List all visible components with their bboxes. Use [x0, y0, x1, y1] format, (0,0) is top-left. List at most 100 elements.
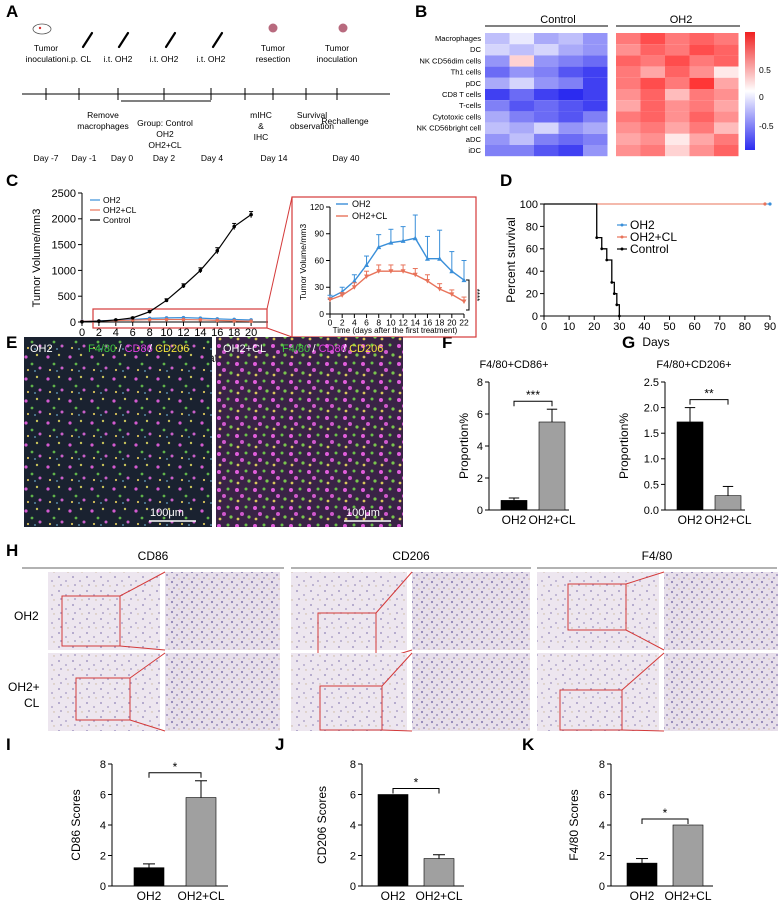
inset-series-line — [329, 270, 465, 303]
heatmap-cell — [485, 111, 510, 123]
heatmap-cell — [640, 33, 665, 45]
heatmap-cell — [714, 145, 739, 157]
heatmap-cell — [714, 55, 739, 67]
y-tick-label: 0 — [477, 505, 483, 517]
data-point — [449, 292, 455, 297]
x-tick-label: 8 — [147, 327, 153, 339]
heatmap-row-label: DC — [470, 45, 481, 54]
y-tick-label: 8 — [350, 759, 356, 771]
x-tick-label: 6 — [130, 327, 136, 339]
heatmap-cell — [485, 44, 510, 56]
heatmap-cell — [509, 133, 534, 145]
bar-oh2-cl — [423, 858, 455, 887]
heatmap-cell — [534, 89, 559, 101]
y-axis-title: Tumor Volume/mm3 — [31, 209, 43, 308]
data-point — [364, 262, 370, 267]
series-line-control — [81, 214, 252, 323]
ihc-overview-image — [291, 653, 407, 731]
y-axis-title: Percent survival — [504, 217, 518, 302]
timeline-day-label: Day -7 — [33, 153, 58, 163]
data-point — [461, 277, 467, 283]
y-tick-label: 120 — [310, 202, 324, 212]
x-tick-label: 20 — [245, 327, 257, 339]
y-tick-label: 4 — [477, 441, 483, 453]
y-tick-label: 40 — [526, 266, 538, 278]
heatmap-cell — [534, 100, 559, 112]
heatmap-panel: Control OH2 Macrophages DC NK CD56dim cells T… — [416, 14, 774, 157]
panel-label-g: G — [622, 333, 635, 352]
ihc-zoom-connector — [129, 719, 166, 732]
data-point — [610, 281, 614, 284]
heatmap-cell — [689, 111, 714, 123]
legend-label: OH2+CL — [352, 211, 387, 221]
y-tick-label: 2.5 — [644, 377, 659, 389]
x-tick-label: 80 — [739, 321, 751, 333]
y-tick-label: 0.0 — [644, 505, 659, 517]
timeline-day-label: Day 14 — [261, 153, 288, 163]
heatmap-cell — [558, 122, 583, 134]
significance-bracket — [392, 788, 440, 794]
category-label: OH2 — [502, 513, 527, 527]
y-tick-label: 100 — [520, 199, 538, 211]
data-point — [763, 202, 767, 206]
timeline-event-label: & — [258, 121, 264, 131]
significance-bracket — [148, 772, 202, 778]
heatmap-cell — [558, 111, 583, 123]
heatmap-cell — [640, 77, 665, 89]
heatmap-cell — [665, 89, 690, 101]
ihc-zoom-image — [412, 653, 530, 731]
significance-bracket — [641, 818, 689, 824]
data-point — [80, 319, 84, 324]
x-tick-label: 12 — [398, 318, 408, 328]
ihc-row-label: OH2+ — [8, 680, 40, 694]
ihc-zoom-connector — [621, 652, 665, 691]
y-tick-label: 4 — [350, 820, 356, 832]
ihc-zoom-connector — [381, 729, 413, 732]
data-point — [595, 236, 599, 240]
heatmap-cell — [640, 145, 665, 157]
heatmap-cell — [714, 89, 739, 101]
data-point — [388, 269, 394, 274]
ihc-column-title: F4/80 — [642, 549, 673, 563]
heatmap-cell — [616, 122, 641, 134]
heatmap-cell — [485, 122, 510, 134]
data-point — [147, 309, 152, 314]
data-point — [424, 279, 430, 284]
heatmap-cell — [509, 100, 534, 112]
heatmap-cell — [616, 100, 641, 112]
timeline-event-label: i.t. OH2 — [197, 54, 226, 64]
heatmap-cell — [583, 89, 608, 101]
y-axis-title: CD86 Scores — [69, 789, 83, 860]
heatmap-cell — [509, 55, 534, 67]
heatmap-cell — [640, 133, 665, 145]
mif-label: OH2+CL — [223, 343, 266, 355]
y-tick-label: 2 — [477, 473, 483, 485]
y-tick-label: 1000 — [52, 265, 76, 277]
y-tick-label: 2 — [350, 850, 356, 862]
timeline-event-label: Tumor — [261, 43, 285, 53]
panel-label-i: I — [6, 735, 11, 754]
timeline-event-label: OH2 — [156, 129, 174, 139]
panel-label-k: K — [522, 735, 535, 754]
panel-label-c: C — [6, 171, 18, 190]
heatmap-cell — [665, 44, 690, 56]
heatmap-row-label: Macrophages — [435, 34, 481, 43]
y-tick-label: 60 — [315, 255, 325, 265]
mif-marker-label: CD206 — [155, 343, 189, 355]
y-tick-label: 8 — [100, 759, 106, 771]
data-point — [364, 274, 370, 280]
heatmap-group-label: OH2 — [670, 14, 693, 26]
bar-chart-f: 0 2 4 6 8 F4/80+CD86+ Proportion% OH2 OH2+CL *** — [457, 359, 576, 527]
heatmap-cell — [583, 145, 608, 157]
mif-marker-label: F4/80 — [88, 343, 116, 355]
heatmap-cell — [583, 77, 608, 89]
data-point — [400, 269, 406, 274]
y-tick-label: 6 — [100, 789, 106, 801]
category-label: OH2 — [630, 889, 655, 903]
heatmap-row-label: Cytotoxic cells — [432, 112, 481, 121]
data-point — [412, 272, 418, 278]
x-tick-label: 10 — [563, 321, 575, 333]
heatmap-cell — [485, 145, 510, 157]
heatmap-cell — [534, 133, 559, 145]
heatmap-cell — [689, 44, 714, 56]
